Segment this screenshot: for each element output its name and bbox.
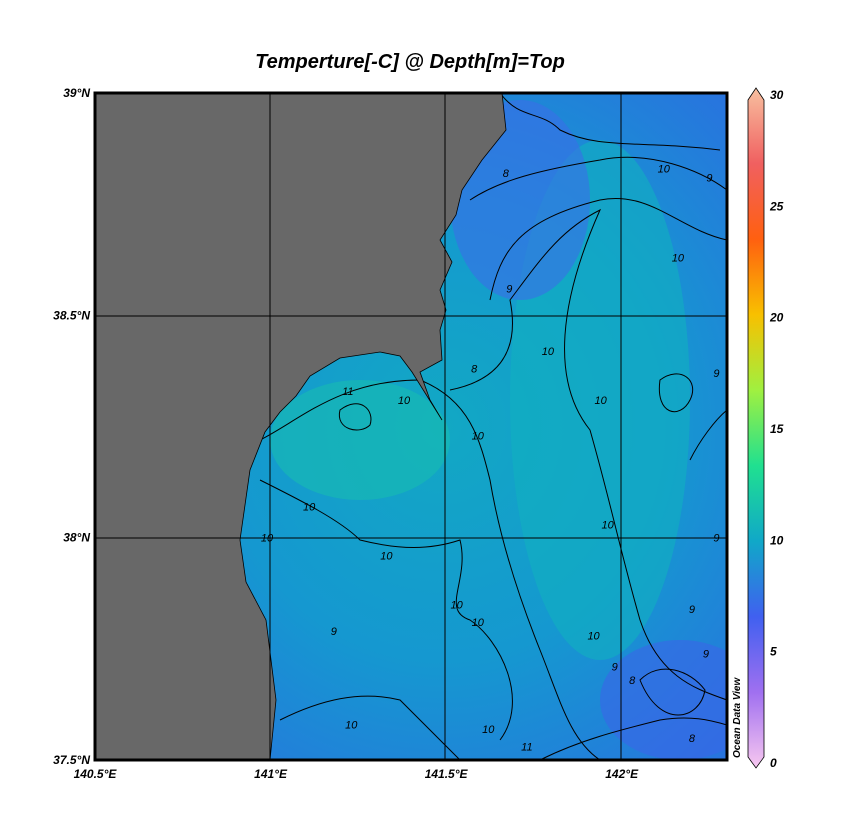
contour-label: 10 [472, 617, 485, 629]
land-mass [95, 93, 507, 760]
x-tick-label: 141.5°E [425, 767, 469, 781]
contour-label: 10 [594, 395, 607, 407]
contour-label: 9 [612, 662, 618, 674]
x-tick-label: 141°E [254, 767, 288, 781]
chart-title: Temperture[-C] @ Depth[m]=Top [255, 51, 565, 73]
colorbar-tick-label: 0 [770, 756, 777, 770]
y-tick-label: 39°N [63, 86, 90, 100]
plot-area [95, 93, 727, 760]
contour-label: 9 [706, 172, 712, 184]
contour-label: 8 [503, 168, 510, 180]
colorbar-tick-label: 15 [770, 422, 784, 436]
contour-label: 9 [506, 284, 512, 296]
y-tick-label: 38°N [63, 531, 90, 545]
contour-label: 8 [689, 733, 696, 745]
colorbar-tick-label: 10 [770, 533, 784, 547]
contour-label: 10 [451, 599, 464, 611]
x-tick-label: 142°E [605, 767, 639, 781]
contour-label: 11 [342, 386, 353, 398]
contour-label: 10 [303, 502, 316, 514]
contour-label: 10 [587, 630, 600, 642]
contour-label: 10 [542, 346, 555, 358]
contour-label: 9 [331, 626, 337, 638]
x-tick-label: 140.5°E [74, 767, 118, 781]
contour-label: 11 [521, 742, 532, 754]
warm-patch [270, 380, 450, 500]
plot-frame [93, 91, 729, 762]
grid [95, 93, 727, 760]
axis-ticks: 140.5°E 141°E 141.5°E 142°E 37.5°N 38°N 38.5°N… [53, 86, 639, 781]
y-tick-label: 38.5°N [53, 308, 90, 322]
contour-label: 8 [471, 364, 478, 376]
contour-label: 10 [345, 719, 358, 731]
colorbar-tick-label: 30 [770, 88, 784, 102]
contour-label: 10 [658, 164, 671, 176]
contour-label: 10 [601, 519, 614, 531]
colorbar-tick-label: 20 [769, 311, 784, 325]
contour-label: 9 [703, 648, 709, 660]
contour-label: 10 [398, 395, 411, 407]
contour-label: 10 [672, 253, 685, 265]
cool-patch [600, 640, 727, 760]
colorbar-tick-label: 5 [770, 645, 777, 659]
colorbar-ramp [747, 87, 765, 769]
contours [259, 93, 727, 760]
contour-label: 10 [472, 430, 485, 442]
y-tick-label: 37.5°N [53, 753, 90, 767]
contour-label: 9 [713, 533, 719, 545]
contour-label: 9 [689, 604, 695, 616]
colorbar-tick-label: 25 [769, 199, 784, 213]
watermark: Ocean Data View [732, 677, 743, 758]
contour-label: 8 [629, 675, 636, 687]
contour-label: 9 [713, 368, 719, 380]
contour-label: 10 [261, 533, 274, 545]
contour-label: 10 [380, 550, 393, 562]
contour-label: 10 [482, 724, 495, 736]
colorbar: 0 5 10 15 20 25 30 [747, 87, 784, 770]
